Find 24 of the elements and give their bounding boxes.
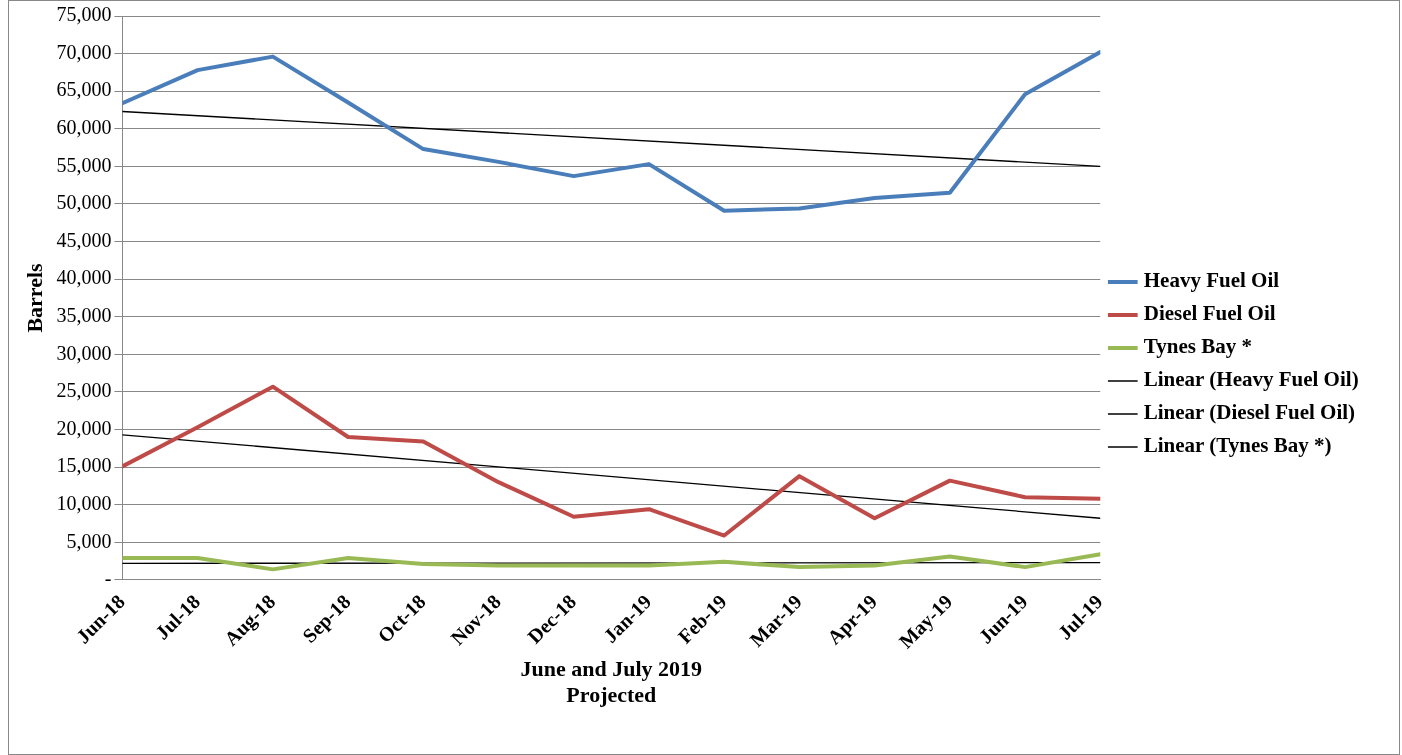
legend-label: Tynes Bay * <box>1143 334 1252 359</box>
y-tick-label: 15,000 <box>56 454 112 477</box>
y-tick-label: 70,000 <box>56 40 112 63</box>
y-axis-title: Barrels <box>21 262 47 333</box>
legend-label: Linear (Tynes Bay *) <box>1143 433 1332 458</box>
y-tick-label: 60,000 <box>56 116 112 139</box>
y-tick-label: 40,000 <box>56 266 112 289</box>
y-tick-label: 30,000 <box>56 341 112 364</box>
legend-label: Linear (Diesel Fuel Oil) <box>1143 400 1356 425</box>
y-tick-label: 45,000 <box>56 228 112 251</box>
y-tick-label: 55,000 <box>56 153 112 176</box>
legend-label: Diesel Fuel Oil <box>1143 301 1276 326</box>
y-tick-label: 20,000 <box>56 416 112 439</box>
legend-label: Heavy Fuel Oil <box>1143 268 1280 293</box>
x-axis-title: June and July 2019 Projected <box>520 656 703 708</box>
y-tick-label: 10,000 <box>56 491 112 514</box>
y-tick-label: - <box>104 567 112 590</box>
y-tick-label: 65,000 <box>56 78 112 101</box>
y-tick-label: 50,000 <box>56 191 112 214</box>
y-tick-label: 25,000 <box>56 379 112 402</box>
y-tick-label: 35,000 <box>56 303 112 326</box>
y-tick-label: 5,000 <box>66 529 112 552</box>
y-tick-label: 75,000 <box>56 3 112 26</box>
legend-label: Linear (Heavy Fuel Oil) <box>1143 367 1359 392</box>
